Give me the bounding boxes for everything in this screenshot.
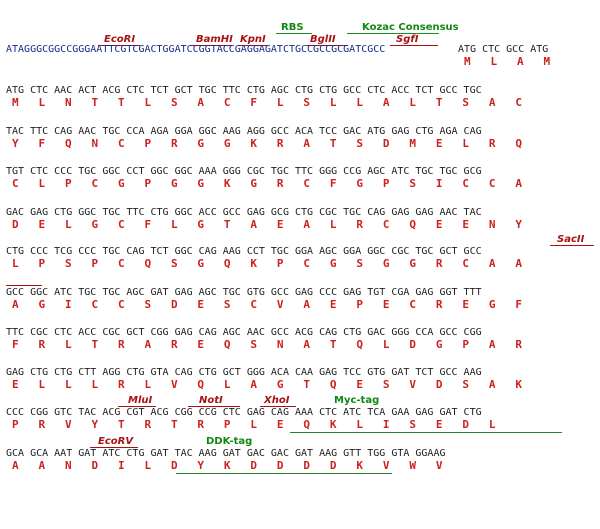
kozac-underline bbox=[347, 33, 439, 34]
myc-tag-label: Myc-tag bbox=[334, 395, 380, 406]
noti-label: NotI bbox=[199, 395, 223, 406]
protein-sequence: A A N D I L D Y K D D D D K V W V bbox=[12, 459, 443, 472]
bamhi-label: BamHI bbox=[196, 34, 233, 45]
protein-sequence: P R V Y T R T R P L E Q K L I S E D L bbox=[12, 418, 496, 431]
codon-sequence: GAC GAG CTG GGC TGC TTC CTG GGC ACC GCC … bbox=[6, 207, 482, 218]
mlui-label: MluI bbox=[128, 395, 153, 406]
noti-underline bbox=[188, 406, 240, 407]
protein-sequence: A G I C C S D E S C V A E P E C R E G F bbox=[12, 298, 522, 311]
codon-sequence: TAC TTC CAG AAC TGC CCA AGA GGA GGC AAG … bbox=[6, 126, 482, 137]
ecorv-label: EcoRV bbox=[98, 436, 134, 447]
kozac-label: Kozac Consensus bbox=[362, 22, 459, 33]
xhoi-label: XhoI bbox=[264, 395, 290, 406]
mlui-underline bbox=[118, 406, 156, 407]
protein-sequence: M L N T T L S A C F L S L L A L T S A C bbox=[12, 96, 522, 109]
sacii-continuation-underline bbox=[6, 285, 42, 286]
protein-sequence: M L A M bbox=[464, 55, 551, 68]
codon-sequence: ATG CTC AAC ACT ACG CTC TCT GCT TGC TTC … bbox=[6, 85, 482, 96]
ecori-label: EcoRI bbox=[104, 34, 136, 45]
codon-sequence: GCA GCA AAT GAT ATC CTG GAT TAC AAG GAT … bbox=[6, 448, 446, 459]
kpni-underline bbox=[238, 45, 268, 46]
kpni-label: KpnI bbox=[240, 34, 266, 45]
bamhi-underline bbox=[190, 45, 232, 46]
sgfi-underline bbox=[390, 45, 438, 46]
codon-sequence: ATG CTC GCC ATG bbox=[458, 44, 549, 55]
protein-sequence: F R L T R A R E Q S N A T Q L D G P A R bbox=[12, 338, 522, 351]
sacii-underline bbox=[550, 245, 594, 246]
sacii-label: SacII bbox=[557, 234, 585, 245]
codon-sequence: TTC CGC CTC ACC CGC GCT CGG GAG CAG AGC … bbox=[6, 327, 482, 338]
protein-sequence: Y F Q N C P R G G K R A T S D M E L R Q bbox=[12, 137, 522, 150]
ecorv-underline bbox=[90, 447, 138, 448]
protein-sequence: D E L G C F L G T A E A L R C Q E E N Y bbox=[12, 218, 522, 231]
codon-sequence: CTG CCC TCG CCC TGC CAG TCT GGC CAG AAG … bbox=[6, 246, 482, 257]
bglii-label: BglII bbox=[310, 34, 336, 45]
sgfi-label: SgfI bbox=[396, 34, 419, 45]
codon-sequence: CCC CGG GTC TAC ACG CGT ACG CGG CCG CTC … bbox=[6, 407, 482, 418]
xhoi-underline bbox=[260, 406, 296, 407]
protein-sequence: C L P C G P G G K G R C F G P S I C C A bbox=[12, 177, 522, 190]
codon-sequence: TGT CTC CCC TGC GGC CCT GGC GGC AAA GGG … bbox=[6, 166, 482, 177]
codon-sequence: GAG CTG CTG CTT AGG CTG GTA CAG CTG GCT … bbox=[6, 367, 482, 378]
ddk-tag-underline bbox=[176, 473, 392, 474]
codon-sequence: GCC GGC ATC TGC TGC AGC GAT GAG AGC TGC … bbox=[6, 287, 482, 298]
bglii-underline bbox=[306, 45, 348, 46]
vector-sequence: ATAGGGCGGCCGGGAATTCGTCGACTGGATCCGGTACCGA… bbox=[6, 44, 386, 55]
ddk-tag-label: DDK-tag bbox=[206, 436, 253, 447]
ecori-underline bbox=[98, 45, 140, 46]
protein-sequence: E L L L R L V Q L A G T Q E S V D S A K bbox=[12, 378, 522, 391]
protein-sequence: L P S P C Q S G Q K P C G S G G R C A A bbox=[12, 257, 522, 270]
rbs-label: RBS bbox=[281, 22, 304, 33]
myc-tag-underline bbox=[290, 432, 562, 433]
rbs-underline bbox=[276, 33, 312, 34]
